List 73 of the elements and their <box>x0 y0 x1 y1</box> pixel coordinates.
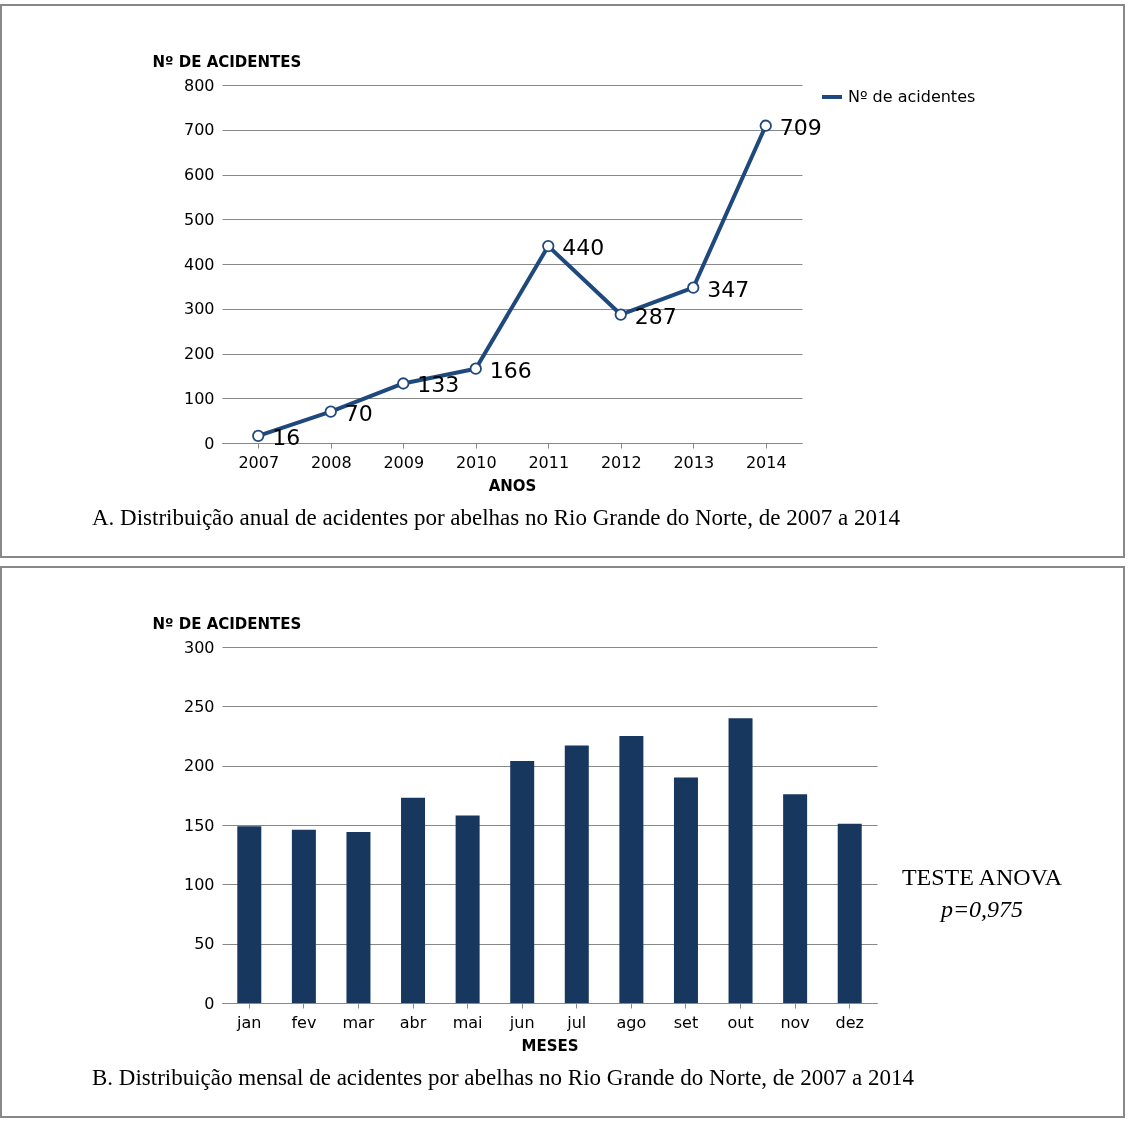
x-tick-label: mai <box>452 1012 483 1032</box>
x-tick-label: 2009 <box>383 452 425 472</box>
x-tick-label: fev <box>291 1012 317 1032</box>
y-axis-title: Nº DE ACIDENTES <box>152 614 302 633</box>
y-tick-label: 250 <box>183 696 215 716</box>
data-label: 440 <box>562 235 605 261</box>
text: A. Distribuição anual de acidentes por abelhas no Rio Grande do Norte, de 2007 a 2014 <box>92 505 901 530</box>
point <box>542 239 555 253</box>
data-label: 709 <box>779 114 822 140</box>
data-label: 287 <box>634 303 677 329</box>
bar <box>510 760 535 1003</box>
text: p=0,975 <box>938 896 1024 923</box>
bar <box>783 794 808 1003</box>
x-tick-label: jan <box>236 1012 262 1032</box>
y-tick-label: 300 <box>183 299 215 319</box>
y-axis-title: Nº DE ACIDENTES <box>152 52 302 71</box>
data-label: 166 <box>489 357 532 383</box>
bar <box>237 826 262 1003</box>
point <box>397 377 410 390</box>
data-label: 70 <box>344 400 373 426</box>
x-tick-label: 2010 <box>455 452 497 472</box>
y-tick-label: 200 <box>183 756 215 776</box>
point <box>324 405 337 418</box>
data-label: 16 <box>272 424 301 450</box>
bar <box>564 745 589 1003</box>
x-tick-label: dez <box>835 1012 864 1032</box>
point <box>469 362 482 375</box>
bar <box>619 736 644 1003</box>
x-tick-label: set <box>673 1012 699 1032</box>
x-tick-label: jul <box>566 1012 587 1032</box>
y-tick-label: 200 <box>183 344 215 363</box>
x-tick-label: 2011 <box>528 452 570 472</box>
text: B. Distribuição mensal de acidentes por abelhas no Rio Grande do Norte, de 2007 a 2014 <box>92 1065 915 1090</box>
data-label: 133 <box>417 372 460 398</box>
x-tick-label: abr <box>399 1012 427 1032</box>
x-tick-label: 2007 <box>238 452 280 472</box>
y-tick-label: 100 <box>183 874 215 894</box>
point <box>614 308 627 321</box>
x-tick-label: 2014 <box>745 452 787 472</box>
y-tick-label: 600 <box>183 165 215 184</box>
x-tick-label: jun <box>508 1012 535 1032</box>
y-tick-label: 700 <box>183 120 215 140</box>
y-tick-label: 0 <box>204 993 215 1013</box>
y-tick-label: 500 <box>183 209 215 229</box>
point <box>759 119 772 132</box>
bar <box>728 718 753 1003</box>
point <box>687 281 700 294</box>
x-tick-label: ago <box>616 1012 647 1032</box>
bar <box>673 777 698 1003</box>
bar <box>455 815 480 1003</box>
x-tick-label: 2013 <box>673 452 715 472</box>
bar <box>346 832 371 1003</box>
bar <box>837 823 862 1003</box>
bar <box>291 829 316 1003</box>
y-tick-label: 150 <box>183 815 215 835</box>
x-tick-label: nov <box>780 1012 810 1032</box>
x-tick-label: mar <box>342 1012 375 1032</box>
y-tick-label: 300 <box>183 637 215 657</box>
x-tick-label: out <box>727 1012 754 1032</box>
bar <box>401 797 426 1003</box>
y-tick-label: 800 <box>183 75 215 95</box>
x-tick-label: 2012 <box>600 452 642 472</box>
legend-label: Nº de acidentes <box>848 87 976 106</box>
y-tick-label: 400 <box>183 254 215 274</box>
x-axis-title: MESES <box>521 1036 579 1055</box>
y-tick-label: 50 <box>194 934 215 954</box>
data-label: 347 <box>707 276 750 302</box>
x-tick-label: 2008 <box>310 452 352 472</box>
text: TESTE ANOVA <box>901 864 1063 891</box>
x-axis-title: ANOS <box>488 476 537 495</box>
y-tick-label: 0 <box>204 433 215 453</box>
y-tick-label: 100 <box>183 388 215 408</box>
point <box>252 429 265 442</box>
